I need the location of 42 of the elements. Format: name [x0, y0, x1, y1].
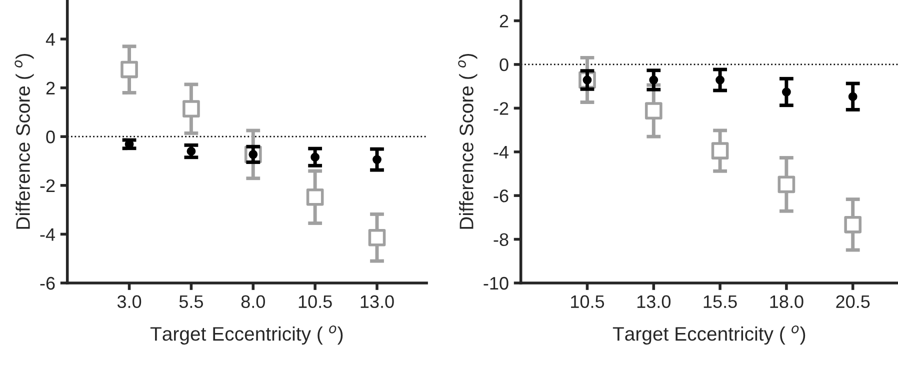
x-tick-label: 10.5: [298, 295, 332, 308]
y-tick-label: 0: [46, 130, 55, 144]
x-tick-label: 15.5: [704, 295, 737, 308]
point: [306, 188, 324, 206]
y-tick-label: 2: [500, 14, 508, 28]
y-tick-label: -4: [494, 146, 509, 158]
y-tick-label: -6: [494, 190, 508, 202]
x-tick-label: 10.5: [571, 295, 604, 308]
y-tick-label: 4: [46, 33, 56, 46]
point: [716, 76, 725, 84]
point: [644, 102, 662, 120]
y-tick-label: -4: [40, 228, 56, 241]
point: [844, 216, 862, 234]
x-axis-title: Target Eccentricity ( $^{o}$): [150, 326, 343, 345]
point: [186, 146, 196, 156]
point: [848, 92, 858, 102]
y-tick-label: -8: [494, 233, 508, 246]
y-tick-label: 2: [46, 82, 55, 94]
x-tick-label: 13.0: [360, 295, 394, 308]
x-tick-label: 18.0: [770, 295, 804, 308]
y-tick-label: -2: [494, 102, 508, 115]
x-axis-title: Target Eccentricity ( $^{o}$): [612, 326, 806, 345]
y-tick-label: 0: [500, 58, 508, 72]
point: [182, 100, 200, 118]
x-tick-label: 5.5: [179, 295, 204, 308]
y-tick-label: -10: [484, 276, 508, 290]
y-axis-title: Difference Score ( $^{o}$): [458, 54, 478, 229]
point: [649, 76, 658, 84]
y-axis-title: Difference Score ( $^{o}$): [14, 54, 34, 229]
point: [310, 152, 320, 162]
point: [368, 228, 386, 246]
y-tick-label: -2: [40, 179, 55, 192]
x-tick-label: 20.5: [836, 295, 870, 308]
point: [778, 176, 796, 194]
point: [120, 60, 138, 78]
x-tick-label: 8.0: [241, 295, 265, 308]
x-tick-label: 13.0: [637, 295, 671, 308]
x-tick-label: 3.0: [117, 295, 142, 308]
y-tick-label: -6: [40, 276, 55, 290]
point: [372, 155, 382, 164]
point: [711, 142, 729, 160]
point: [782, 88, 791, 96]
